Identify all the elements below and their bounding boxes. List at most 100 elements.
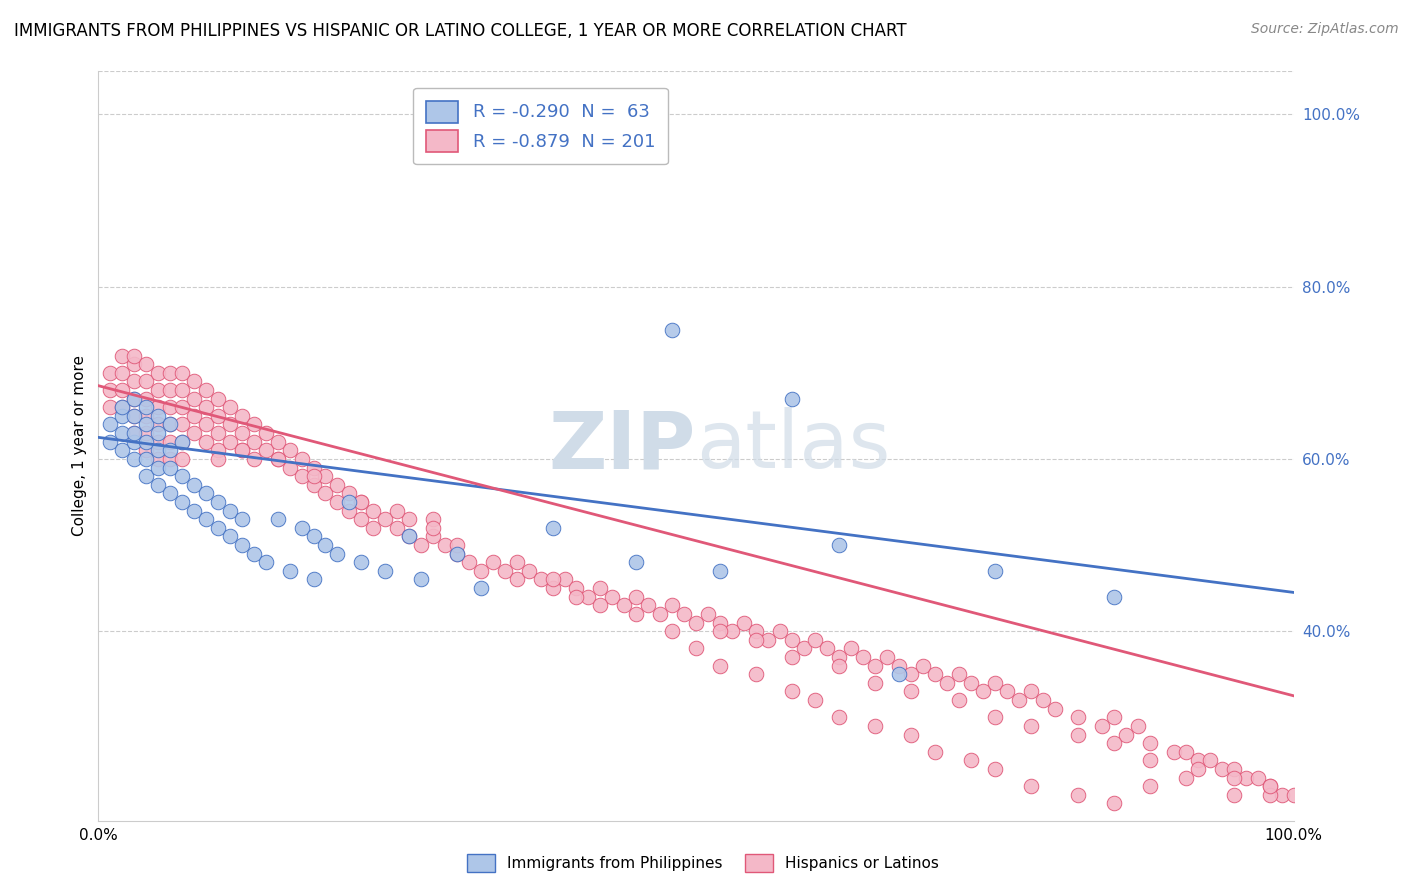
Point [828, 650, 851, 665]
Point [159, 443, 181, 458]
Point [697, 607, 720, 621]
Point [661, 323, 683, 337]
Point [1019, 719, 1042, 733]
Point [159, 401, 181, 415]
Point [411, 573, 433, 587]
Point [231, 443, 253, 458]
Point [231, 538, 253, 552]
Point [98, 417, 122, 432]
Point [565, 590, 588, 604]
Point [124, 426, 146, 441]
Point [470, 581, 492, 595]
Point [1175, 771, 1198, 785]
Point [589, 599, 612, 613]
Point [1187, 762, 1209, 776]
Point [278, 443, 301, 458]
Point [195, 383, 218, 397]
Point [506, 555, 529, 569]
Point [148, 409, 170, 423]
Legend: Immigrants from Philippines, Hispanics or Latinos: Immigrants from Philippines, Hispanics o… [460, 846, 946, 880]
Point [865, 676, 887, 690]
Point [398, 529, 420, 543]
Point [804, 693, 827, 707]
Point [745, 632, 768, 647]
Point [124, 426, 146, 441]
Point [422, 529, 444, 543]
Point [780, 684, 803, 698]
Text: Source: ZipAtlas.com: Source: ZipAtlas.com [1251, 22, 1399, 37]
Point [231, 443, 253, 458]
Point [124, 434, 146, 449]
Point [231, 512, 253, 526]
Point [1247, 771, 1270, 785]
Point [124, 349, 146, 363]
Point [111, 366, 134, 380]
Point [554, 573, 576, 587]
Point [148, 401, 170, 415]
Point [159, 434, 181, 449]
Text: IMMIGRANTS FROM PHILIPPINES VS HISPANIC OR LATINO COLLEGE, 1 YEAR OR MORE CORREL: IMMIGRANTS FROM PHILIPPINES VS HISPANIC … [14, 22, 907, 40]
Point [124, 375, 146, 389]
Point [911, 658, 934, 673]
Point [315, 486, 337, 500]
Point [243, 451, 266, 466]
Point [278, 564, 301, 578]
Point [828, 658, 851, 673]
Point [267, 451, 290, 466]
Point [661, 599, 683, 613]
Point [111, 426, 134, 441]
Y-axis label: College, 1 year or more: College, 1 year or more [72, 356, 87, 536]
Text: ZIP: ZIP [548, 407, 696, 485]
Point [148, 443, 170, 458]
Point [756, 632, 779, 647]
Point [924, 667, 946, 681]
Point [458, 555, 481, 569]
Point [745, 624, 768, 639]
Point [159, 383, 181, 397]
Point [195, 486, 218, 500]
Point [350, 495, 373, 509]
Point [1008, 693, 1031, 707]
Point [219, 503, 242, 517]
Point [374, 512, 396, 526]
Point [1104, 736, 1126, 750]
Point [207, 443, 229, 458]
Point [172, 383, 194, 397]
Point [1067, 710, 1090, 724]
Point [422, 512, 444, 526]
Point [1175, 745, 1198, 759]
Point [661, 624, 683, 639]
Point [135, 434, 157, 449]
Point [984, 762, 1007, 776]
Point [517, 564, 540, 578]
Point [172, 451, 194, 466]
Point [135, 469, 157, 483]
Point [159, 486, 181, 500]
Point [254, 443, 277, 458]
Point [339, 503, 361, 517]
Point [565, 581, 588, 595]
Point [709, 564, 731, 578]
Point [267, 434, 290, 449]
Point [1104, 797, 1126, 811]
Point [291, 521, 314, 535]
Point [124, 392, 146, 406]
Point [613, 599, 636, 613]
Point [363, 503, 385, 517]
Point [446, 538, 468, 552]
Point [1104, 590, 1126, 604]
Point [183, 392, 205, 406]
Point [1163, 745, 1185, 759]
Point [1258, 779, 1281, 793]
Point [183, 426, 205, 441]
Point [159, 460, 181, 475]
Point [302, 573, 325, 587]
Point [172, 495, 194, 509]
Point [1271, 788, 1294, 802]
Point [98, 401, 122, 415]
Point [578, 590, 600, 604]
Point [948, 693, 970, 707]
Point [602, 590, 624, 604]
Point [207, 426, 229, 441]
Point [135, 409, 157, 423]
